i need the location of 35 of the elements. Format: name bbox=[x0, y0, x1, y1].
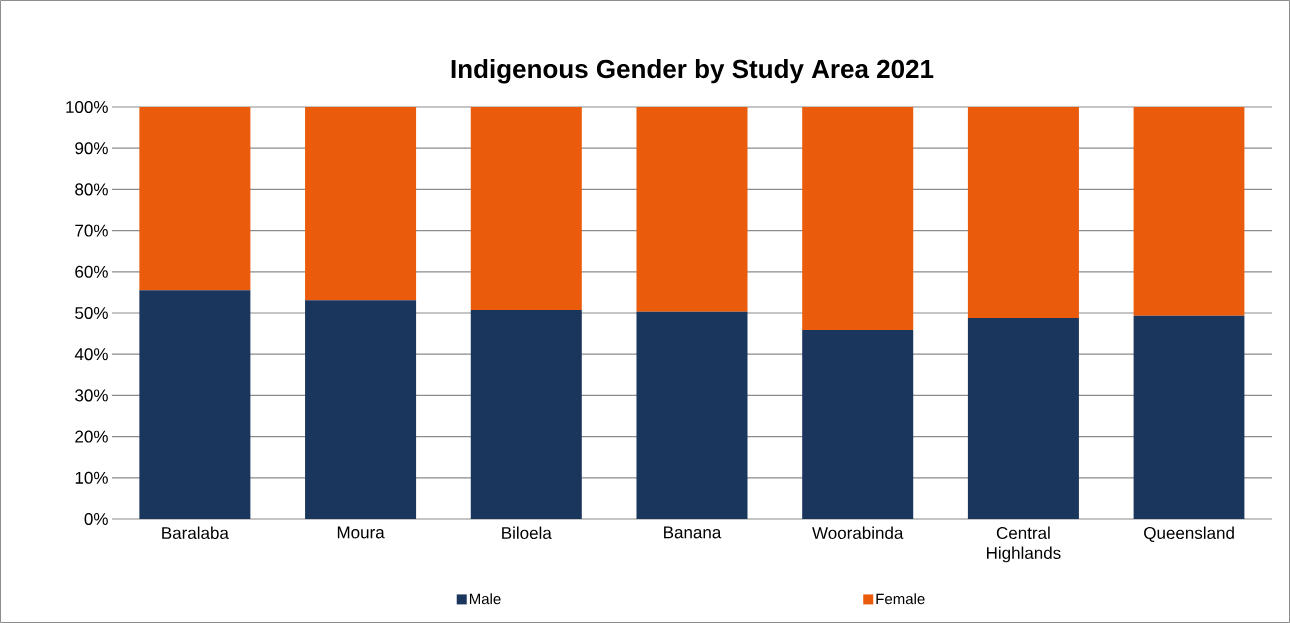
bar bbox=[305, 300, 417, 519]
bar bbox=[305, 106, 417, 301]
x-tick-label: Baralaba bbox=[162, 526, 229, 540]
y-tick-label: 80% bbox=[75, 183, 108, 196]
y-tick-label: 20% bbox=[75, 430, 108, 443]
y-tick-label: 70% bbox=[75, 224, 108, 237]
bar bbox=[636, 106, 748, 312]
y-tick-label: 90% bbox=[75, 142, 108, 155]
x-tick-label: Queensland bbox=[1144, 526, 1234, 543]
x-tick-label: Central Highlands bbox=[987, 526, 1061, 563]
x-tick-label: Biloela bbox=[502, 526, 552, 540]
x-tick-label: Moura bbox=[337, 526, 385, 539]
y-tick-label: 50% bbox=[75, 306, 108, 320]
y-tick-label: 0% bbox=[84, 512, 108, 526]
bar bbox=[636, 311, 748, 519]
bar bbox=[802, 106, 914, 330]
y-tick-label: 10% bbox=[75, 471, 108, 484]
legend-label: Female bbox=[876, 593, 925, 605]
legend-label: Male bbox=[469, 593, 501, 605]
bar bbox=[139, 106, 251, 291]
bar bbox=[139, 290, 251, 519]
x-tick-label: Woorabinda bbox=[812, 526, 904, 540]
bar bbox=[1133, 315, 1245, 519]
x-tick-label: Banana bbox=[664, 526, 722, 539]
y-tick-label: 30% bbox=[75, 389, 108, 402]
bar bbox=[967, 106, 1079, 318]
y-tick-label: 100% bbox=[66, 100, 108, 114]
bar bbox=[470, 106, 582, 311]
y-tick-label: 60% bbox=[75, 265, 108, 278]
chart-title: Indigenous Gender by Study Area 2021 bbox=[451, 59, 934, 84]
bar bbox=[470, 310, 582, 519]
bar bbox=[1133, 106, 1245, 316]
y-tick-label: 40% bbox=[74, 348, 108, 361]
bar bbox=[967, 317, 1079, 519]
bar bbox=[802, 329, 914, 519]
